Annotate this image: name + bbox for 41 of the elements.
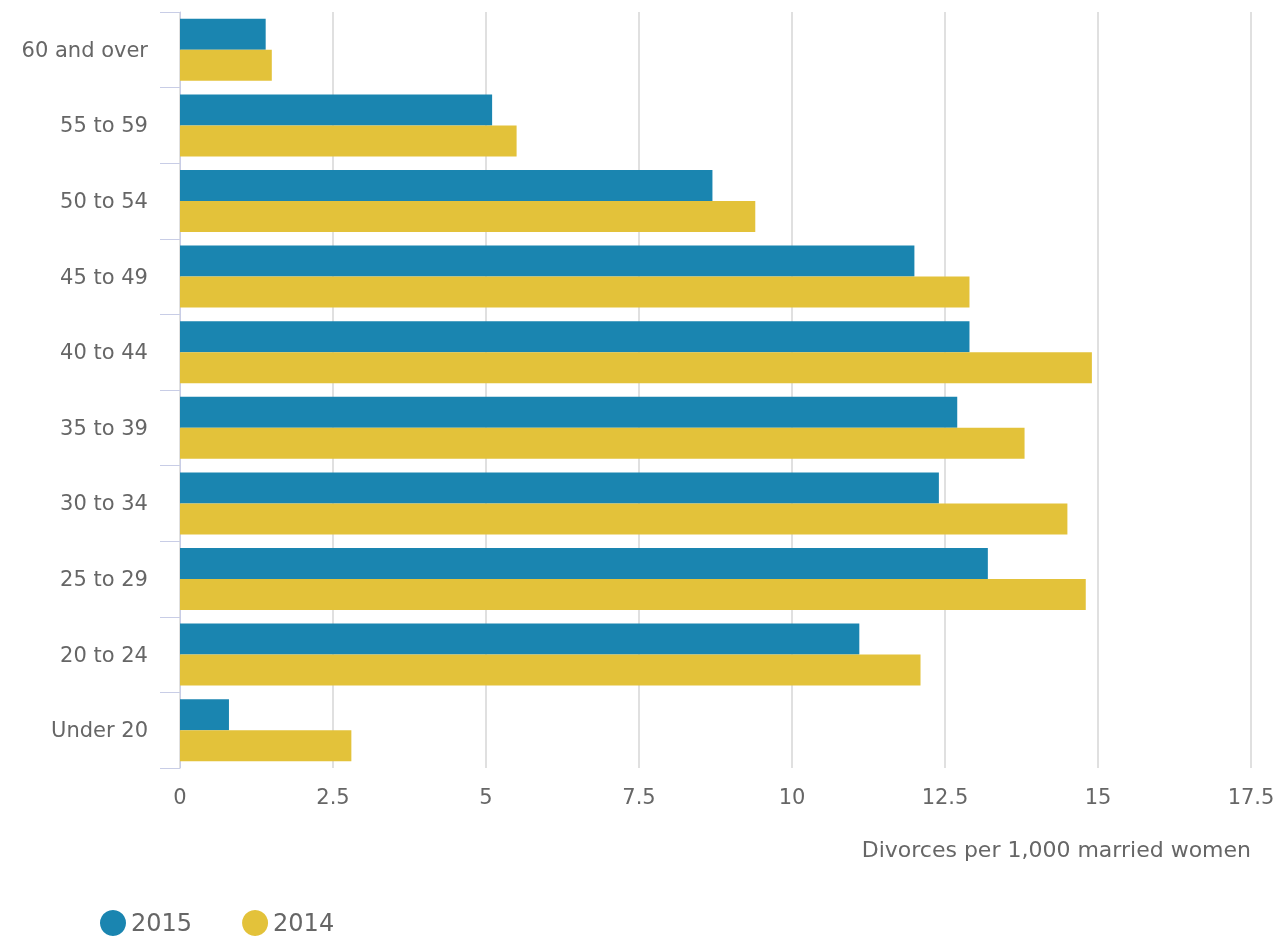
x-tick-label: 12.5 <box>921 784 969 809</box>
bar <box>180 94 493 126</box>
bar <box>180 170 713 201</box>
y-tick-label: Under 20 <box>51 718 148 743</box>
y-tick-label: 50 to 54 <box>60 189 148 213</box>
legend-label: 2015 <box>131 909 193 937</box>
bar <box>180 548 988 579</box>
y-tick-label: 20 to 24 <box>60 642 148 667</box>
bar <box>180 427 1025 459</box>
bar <box>180 579 1086 610</box>
x-tick-label: 10 <box>778 784 806 809</box>
x-axis-title: Divorces per 1,000 married women <box>861 836 1251 862</box>
x-tick-label: 7.5 <box>622 784 656 809</box>
legend-label: 2014 <box>273 909 335 937</box>
x-tick-label: 15 <box>1084 784 1112 809</box>
y-tick-label: 55 to 59 <box>60 113 148 138</box>
x-tick-label: 5 <box>479 784 493 809</box>
bar <box>180 245 915 277</box>
y-tick-label: 40 to 44 <box>60 340 148 365</box>
bar <box>180 699 229 731</box>
bar <box>180 276 970 308</box>
bar <box>180 472 939 504</box>
x-tick-label: 0 <box>173 784 187 809</box>
bar <box>180 201 756 232</box>
x-tick-label: 2.5 <box>316 784 350 809</box>
bar <box>180 321 970 353</box>
y-tick-label: 30 to 34 <box>60 491 148 516</box>
bar <box>180 125 517 157</box>
y-tick-label: 35 to 39 <box>60 415 148 440</box>
bar <box>180 396 958 428</box>
y-tick-label: 45 to 49 <box>60 264 148 289</box>
x-tick-label: 17.5 <box>1227 784 1275 809</box>
bar <box>180 352 1092 384</box>
bar <box>180 730 352 762</box>
bar <box>180 623 860 655</box>
y-tick-label: 60 and over <box>21 37 149 62</box>
bar <box>180 503 1068 535</box>
bar <box>180 18 266 50</box>
y-tick-label: 25 to 29 <box>60 567 148 591</box>
bar <box>180 49 272 81</box>
bar <box>180 654 921 686</box>
